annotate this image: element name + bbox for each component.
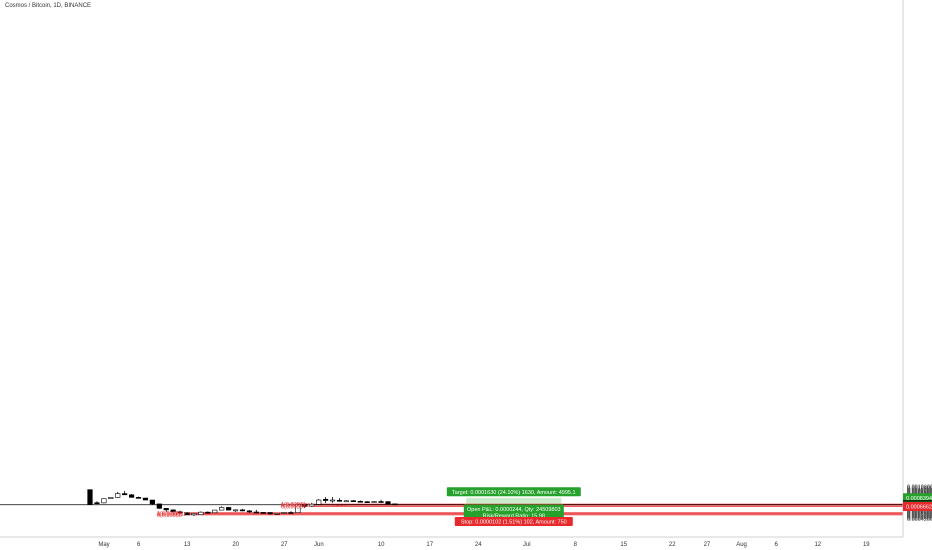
y-tick-label: 0.0010600 [907, 485, 932, 491]
candle-body[interactable] [323, 498, 329, 501]
x-tick-label: 17 [426, 542, 433, 548]
x-tick-label: 6 [775, 542, 779, 548]
candle-body[interactable] [163, 508, 169, 511]
open-pnl-box[interactable] [463, 504, 564, 520]
candle-body[interactable] [350, 500, 356, 502]
x-tick-label: 6 [137, 542, 141, 548]
fib-label-lower: 1(0.00054 [157, 511, 182, 517]
candle-body[interactable] [226, 507, 232, 511]
target-label-box[interactable] [446, 487, 581, 497]
y-tick-label: 0.0010000 [907, 488, 932, 494]
stop-label-box[interactable] [454, 517, 573, 527]
y-tick-label: 0.0009600 [907, 490, 932, 496]
x-tick-label: 13 [184, 542, 191, 548]
candle-body[interactable] [371, 501, 377, 503]
fib-label-upper: 0.5(0.00069 [281, 503, 310, 509]
candle-body[interactable] [142, 497, 149, 501]
x-tick-label: 15 [620, 542, 627, 548]
price-label: 0.0008394 [906, 496, 932, 502]
candle-body[interactable] [191, 513, 197, 516]
candle-body[interactable] [232, 509, 239, 512]
candle-body[interactable] [128, 494, 135, 498]
y-tick-label: 0.0005400 [907, 511, 932, 517]
y-tick-label: 0.0009800 [907, 489, 932, 495]
y-tick-label: 0.0005200 [907, 512, 932, 518]
fib-label-lower: 0.5(0.00052 [157, 512, 186, 518]
x-tick-label: 27 [704, 542, 711, 548]
y-tick-label: 0.0004200 [907, 517, 932, 523]
candle-body[interactable] [170, 509, 176, 513]
candle-body[interactable] [253, 511, 259, 514]
fib-label-lower: 0(0.00050 [157, 513, 182, 519]
price-label: 0.0006662 [906, 505, 932, 511]
x-tick-label: 10 [378, 542, 385, 548]
candle-body[interactable] [309, 503, 315, 507]
open-pnl-label: Open P&L: 0.0000244, Qty: 24509803 [467, 507, 561, 513]
candle-body[interactable] [101, 498, 107, 504]
x-tick-label: Jul [523, 542, 531, 548]
candle-body[interactable] [357, 500, 363, 503]
candle-body[interactable] [94, 502, 100, 504]
x-tick-label: 12 [814, 542, 821, 548]
candle-body[interactable] [295, 503, 301, 513]
x-tick-label: 27 [281, 542, 288, 548]
candle-body[interactable] [385, 501, 391, 505]
candle-body[interactable] [267, 512, 273, 515]
candle-body[interactable] [288, 512, 294, 514]
candle-body[interactable] [108, 497, 114, 499]
candle-body[interactable] [260, 512, 266, 514]
y-tick-label: 0.0004400 [907, 516, 932, 522]
x-tick-label: 8 [574, 542, 578, 548]
y-tick-label: 0.0004600 [907, 515, 932, 521]
candle-body[interactable] [329, 499, 336, 502]
candle-body[interactable] [316, 499, 322, 505]
x-tick-label: Jun [314, 542, 324, 548]
candle-body[interactable] [239, 509, 246, 512]
target-label: Target: 0.0001630 (24.10%) 1630, Amount:… [452, 490, 576, 496]
trend-hint [332, 505, 350, 507]
target-zone[interactable] [466, 497, 562, 507]
candle-body[interactable] [212, 509, 218, 514]
price-label-box [903, 502, 932, 512]
x-tick-label: Aug [736, 542, 747, 548]
candle-body[interactable] [156, 503, 162, 509]
x-tick-label: May [98, 542, 109, 548]
candle-body[interactable] [302, 503, 308, 507]
candle-body[interactable] [378, 501, 384, 503]
y-tick-label: 0.0010400 [907, 486, 932, 492]
x-tick-label: 24 [475, 542, 482, 548]
candle-body[interactable] [219, 507, 225, 511]
candle-body[interactable] [336, 499, 343, 502]
x-tick-label: 19 [863, 542, 870, 548]
candle-body[interactable] [198, 511, 204, 515]
y-tick-label: 0.0010200 [907, 487, 932, 493]
candle-body[interactable] [281, 512, 287, 514]
candle-body[interactable] [343, 500, 350, 503]
y-tick-label: 0.0005000 [907, 513, 932, 519]
candle-body[interactable] [177, 511, 183, 514]
price-label-box [903, 493, 932, 503]
candle-body[interactable] [274, 513, 280, 515]
x-tick-label: 22 [669, 542, 676, 548]
risk-reward-label: Risk/Reward Ratio: 15.98 [483, 514, 545, 520]
fib-label-upper: 1(0.00071 [281, 502, 306, 508]
y-tick-label: 0.0005600 [907, 510, 932, 516]
y-tick-label: 0.0004800 [907, 514, 932, 520]
candle-body[interactable] [364, 501, 370, 503]
chart-title: Cosmos / Bitcoin, 1D, BINANCE [5, 3, 92, 9]
candle-body[interactable] [184, 512, 190, 516]
x-tick-label: 20 [232, 542, 239, 548]
candle-body[interactable] [246, 510, 252, 513]
candle-body[interactable] [205, 511, 211, 514]
candle-body[interactable] [135, 497, 142, 499]
candle-body[interactable] [149, 499, 155, 505]
candle-body[interactable] [122, 493, 128, 496]
candle-body[interactable] [87, 489, 93, 505]
y-tick-label: 0.0005800 [907, 509, 932, 515]
candle-body[interactable] [392, 503, 398, 506]
stop-label: Stop: 0.0000102 (1.51%) 102, Amount: 750 [461, 520, 567, 526]
candle-body[interactable] [115, 493, 121, 498]
fib-label-upper: 0(0.00067 [281, 504, 306, 510]
